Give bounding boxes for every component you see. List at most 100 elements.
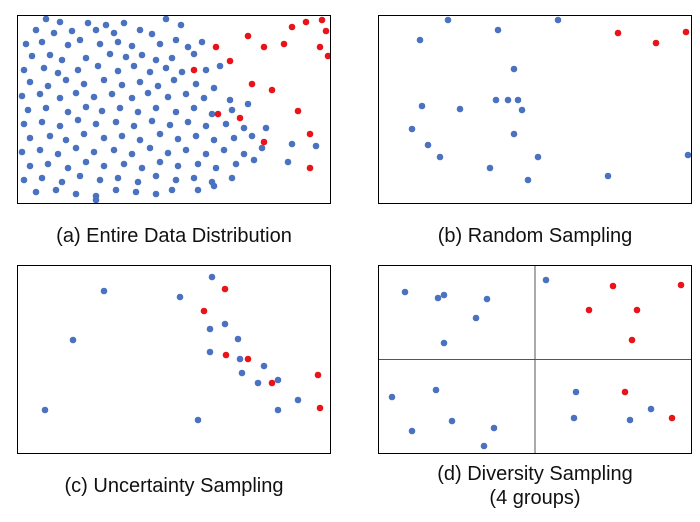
blue-data-point xyxy=(40,64,48,72)
blue-data-point xyxy=(220,146,228,154)
red-data-point xyxy=(633,306,641,314)
blue-data-point xyxy=(38,174,46,182)
blue-data-point xyxy=(54,150,62,158)
blue-data-point xyxy=(74,66,82,74)
scatter-a xyxy=(18,16,330,203)
blue-data-point xyxy=(152,56,160,64)
blue-data-point xyxy=(118,132,126,140)
blue-data-point xyxy=(74,116,82,124)
blue-data-point xyxy=(208,110,216,118)
blue-data-point xyxy=(64,41,72,49)
blue-data-point xyxy=(504,96,512,104)
caption-entire-distribution: (a) Entire Data Distribution xyxy=(56,225,292,247)
blue-data-point xyxy=(230,134,238,142)
blue-data-point xyxy=(388,393,396,401)
blue-data-point xyxy=(162,16,170,23)
blue-data-point xyxy=(647,405,655,413)
blue-data-point xyxy=(38,118,46,126)
blue-data-point xyxy=(156,40,164,48)
blue-data-point xyxy=(684,151,691,159)
blue-data-point xyxy=(444,16,452,24)
caption-diversity-line-2: (4 groups) xyxy=(489,487,581,509)
blue-data-point xyxy=(152,104,160,112)
blue-data-point xyxy=(274,406,282,414)
blue-data-point xyxy=(92,196,100,203)
blue-data-point xyxy=(190,174,198,182)
blue-data-point xyxy=(82,54,90,62)
blue-data-point xyxy=(58,178,66,186)
blue-data-point xyxy=(440,291,448,299)
blue-data-point xyxy=(570,414,578,422)
blue-data-point xyxy=(36,146,44,154)
blue-data-point xyxy=(146,68,154,76)
blue-data-point xyxy=(202,122,210,130)
blue-data-point xyxy=(82,103,90,111)
blue-data-point xyxy=(120,160,128,168)
blue-data-point xyxy=(510,130,518,138)
blue-data-point xyxy=(190,50,198,58)
blue-data-point xyxy=(112,118,120,126)
blue-data-point xyxy=(472,314,480,322)
caption-uncertainty-sampling: (c) Uncertainty Sampling xyxy=(64,475,284,497)
blue-data-point xyxy=(138,164,146,172)
red-data-point xyxy=(314,371,322,379)
red-data-point xyxy=(585,306,593,314)
red-data-point xyxy=(302,18,310,26)
blue-data-point xyxy=(114,67,122,75)
blue-data-point xyxy=(130,62,138,70)
blue-data-point xyxy=(456,105,464,113)
scatter-b xyxy=(408,16,691,184)
red-data-point xyxy=(221,285,229,293)
blue-data-point xyxy=(69,336,77,344)
blue-data-point xyxy=(178,68,186,76)
blue-data-point xyxy=(100,76,108,84)
blue-data-point xyxy=(100,162,108,170)
red-data-point xyxy=(682,28,690,36)
blue-data-point xyxy=(198,38,206,46)
blue-data-point xyxy=(26,162,34,170)
blue-data-point xyxy=(110,146,118,154)
blue-data-point xyxy=(518,106,526,114)
red-data-point xyxy=(306,130,314,138)
blue-data-point xyxy=(41,406,49,414)
red-data-point xyxy=(268,86,276,94)
panel-uncertainty-sampling xyxy=(17,265,331,454)
blue-data-point xyxy=(312,142,320,150)
blue-data-point xyxy=(32,26,40,34)
red-data-point xyxy=(316,404,324,412)
blue-data-point xyxy=(424,141,432,149)
red-data-point xyxy=(621,388,629,396)
blue-data-point xyxy=(20,120,28,128)
red-data-point xyxy=(306,164,314,172)
blue-data-point xyxy=(184,118,192,126)
red-data-point xyxy=(668,414,676,422)
blue-data-point xyxy=(200,94,208,102)
blue-data-point xyxy=(118,81,126,89)
blue-data-point xyxy=(134,108,142,116)
blue-data-point xyxy=(448,417,456,425)
red-data-point xyxy=(212,43,220,51)
blue-data-point xyxy=(38,38,46,46)
blue-data-point xyxy=(172,108,180,116)
blue-data-point xyxy=(44,160,52,168)
blue-data-point xyxy=(524,176,532,184)
blue-data-point xyxy=(434,294,442,302)
blue-data-point xyxy=(190,104,198,112)
blue-data-point xyxy=(206,325,214,333)
blue-data-point xyxy=(182,90,190,98)
blue-data-point xyxy=(432,386,440,394)
blue-data-point xyxy=(216,62,224,70)
blue-data-point xyxy=(626,416,634,424)
blue-data-point xyxy=(494,26,502,34)
blue-data-point xyxy=(174,162,182,170)
blue-data-point xyxy=(62,76,70,84)
blue-data-point xyxy=(210,84,218,92)
blue-data-point xyxy=(18,148,26,156)
blue-data-point xyxy=(240,124,248,132)
blue-data-point xyxy=(110,29,118,37)
blue-data-point xyxy=(56,94,64,102)
blue-data-point xyxy=(58,56,66,64)
blue-data-point xyxy=(228,174,236,182)
blue-data-point xyxy=(120,19,128,27)
blue-data-point xyxy=(250,156,258,164)
